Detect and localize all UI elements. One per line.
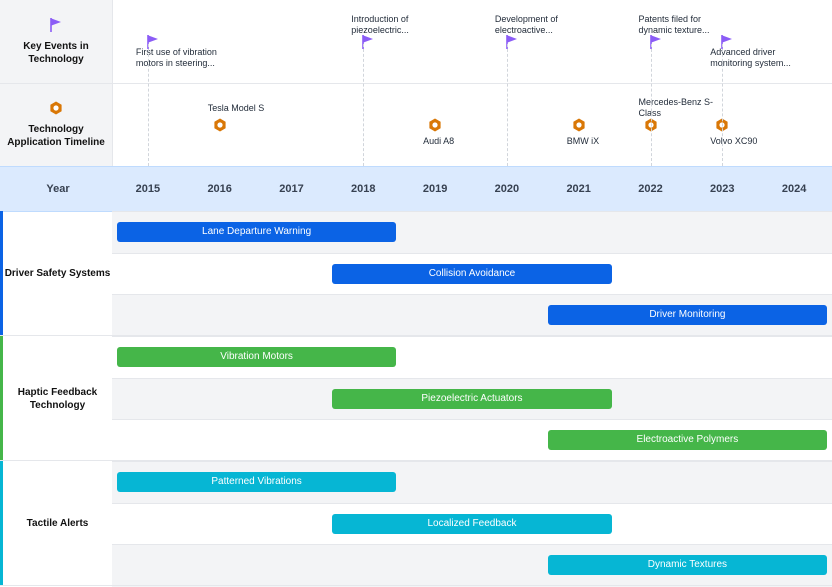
year-axis-header: Year 2015 2016 2017 2018 2019 2020 2021 2022 202… xyxy=(0,166,832,212)
task-bar: Dynamic Textures xyxy=(548,555,827,575)
event-label-line: Introduction of xyxy=(351,14,409,25)
task-bar: Collision Avoidance xyxy=(332,264,611,284)
event-marker-line xyxy=(363,44,364,166)
year-tick-label: 2016 xyxy=(192,183,248,195)
applications-label-line2: Application Timeline xyxy=(0,136,112,149)
task-bar: Piezoelectric Actuators xyxy=(332,389,611,409)
hexagon-nut-icon xyxy=(213,118,227,132)
group-label-line: Technology xyxy=(3,399,112,412)
application-label-line: BMW iX xyxy=(567,136,600,147)
task-bar: Localized Feedback xyxy=(332,514,611,534)
year-tick-label: 2018 xyxy=(335,183,391,195)
event-marker-line xyxy=(651,44,652,166)
group-label: Haptic FeedbackTechnology xyxy=(3,386,112,412)
label-column-divider xyxy=(112,0,113,166)
year-tick-label: 2015 xyxy=(120,183,176,195)
group-label-line: Tactile Alerts xyxy=(3,517,112,530)
hexagon-nut-icon xyxy=(572,118,586,132)
flag-icon xyxy=(49,17,63,38)
applications-label-line1: Technology xyxy=(0,123,112,136)
event-marker-line xyxy=(148,44,149,166)
year-tick-label: 2024 xyxy=(766,183,822,195)
group-label-line: Driver Safety Systems xyxy=(3,267,112,280)
year-tick-label: 2019 xyxy=(407,183,463,195)
task-bar: Patterned Vibrations xyxy=(117,472,396,492)
year-tick-label: 2022 xyxy=(623,183,679,195)
event-label: Patents filed fordynamic texture... xyxy=(639,14,710,36)
event-label: Introduction ofpiezoelectric... xyxy=(351,14,409,36)
year-axis-label: Year xyxy=(0,183,116,195)
applications-label: Technology Application Timeline xyxy=(0,123,112,149)
key-events-label: Key Events in Technology xyxy=(0,40,112,66)
key-events-label-line2: Technology xyxy=(0,53,112,66)
event-label-line: Patents filed for xyxy=(639,14,710,25)
application-label-line: Tesla Model S xyxy=(208,103,265,114)
year-tick-label: 2021 xyxy=(551,183,607,195)
event-marker-line xyxy=(507,44,508,166)
group-label-line: Haptic Feedback xyxy=(3,386,112,399)
key-events-label-line1: Key Events in xyxy=(0,40,112,53)
year-tick-label: 2023 xyxy=(694,183,750,195)
year-tick-label: 2020 xyxy=(479,183,535,195)
event-marker-line xyxy=(722,44,723,166)
event-label-line: dynamic texture... xyxy=(639,25,710,36)
application-label: BMW iX xyxy=(567,136,600,147)
task-bar: Electroactive Polymers xyxy=(548,430,827,450)
event-label-line: Development of xyxy=(495,14,558,25)
application-label-line: Audi A8 xyxy=(423,136,454,147)
hexagon-nut-icon xyxy=(428,118,442,132)
event-label-line: electroactive... xyxy=(495,25,558,36)
group-label: Driver Safety Systems xyxy=(3,267,112,280)
key-events-row: Key Events in Technology First use of vi… xyxy=(0,0,832,83)
event-label: Development ofelectroactive... xyxy=(495,14,558,36)
hexagon-nut-icon xyxy=(49,101,63,120)
group-label: Tactile Alerts xyxy=(3,517,112,530)
gantt-body: Driver Safety Systems Lane Departure Warn… xyxy=(0,211,832,586)
application-label: Audi A8 xyxy=(423,136,454,147)
event-label-line: piezoelectric... xyxy=(351,25,409,36)
applications-row: Technology Application Timeline Tesla Mo… xyxy=(0,84,832,166)
task-bar: Lane Departure Warning xyxy=(117,222,396,242)
task-bar: Vibration Motors xyxy=(117,347,396,367)
application-label: Tesla Model S xyxy=(208,103,265,114)
application-label: Volvo XC90 xyxy=(710,136,757,147)
task-bar: Driver Monitoring xyxy=(548,305,827,325)
application-label-line: Volvo XC90 xyxy=(710,136,757,147)
year-tick-label: 2017 xyxy=(264,183,320,195)
